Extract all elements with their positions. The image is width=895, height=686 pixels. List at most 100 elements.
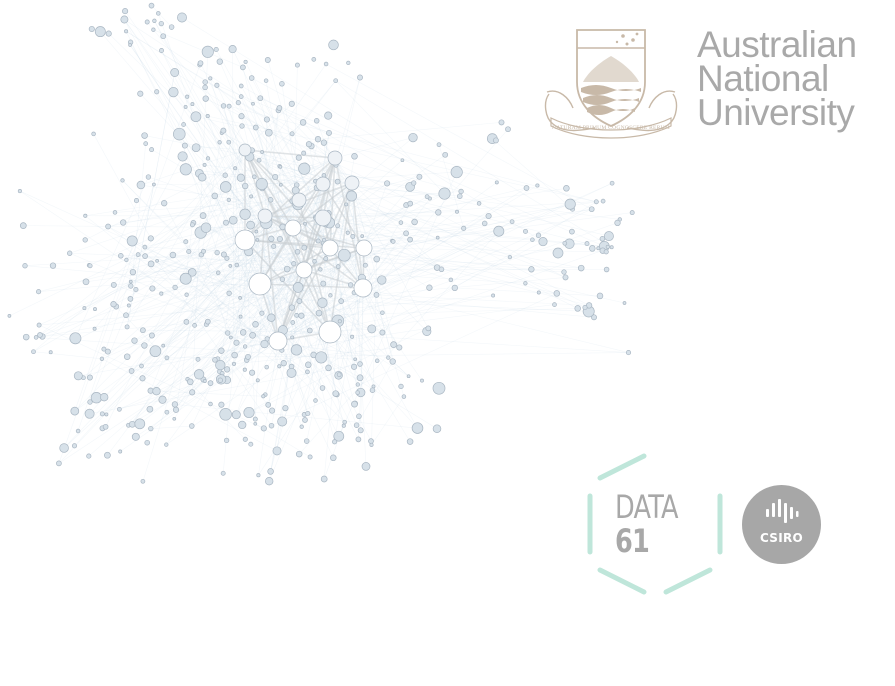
graph-node <box>337 248 351 262</box>
graph-node <box>172 284 178 291</box>
graph-node <box>536 290 541 295</box>
graph-node <box>134 418 146 430</box>
graph-node <box>201 45 214 58</box>
graph-node <box>183 319 190 325</box>
graph-node <box>223 366 231 373</box>
graph-node <box>561 269 567 275</box>
graph-node <box>152 387 161 396</box>
graph-node <box>169 251 177 259</box>
graph-node <box>242 436 248 442</box>
graph-node <box>160 33 167 40</box>
graph-node <box>190 111 202 123</box>
data61-line1: DATA <box>615 488 679 526</box>
graph-node <box>238 314 243 319</box>
graph-node <box>355 382 360 387</box>
graph-node <box>246 220 255 230</box>
graph-node <box>249 331 256 339</box>
graph-node <box>131 337 138 344</box>
graph-node <box>493 225 505 237</box>
graph-node <box>589 245 596 252</box>
graph-node <box>155 258 159 263</box>
graph-node <box>353 357 358 362</box>
graph-node <box>158 395 167 404</box>
graph-node <box>301 150 307 156</box>
graph-node <box>255 177 268 191</box>
graph-node <box>104 348 111 355</box>
graph-node <box>211 192 219 200</box>
graph-node <box>535 232 542 238</box>
graph-node <box>36 289 42 295</box>
graph-node <box>360 234 365 238</box>
graph-node <box>238 94 244 99</box>
graph-node <box>93 307 97 312</box>
graph-node <box>171 401 179 408</box>
graph-node <box>333 430 345 442</box>
graph-node <box>118 253 124 259</box>
graph-node <box>279 223 286 231</box>
graph-node <box>141 132 148 139</box>
graph-node <box>181 142 188 149</box>
graph-node <box>301 244 308 251</box>
graph-node <box>245 353 251 360</box>
graph-node <box>249 369 256 376</box>
csiro-label: CSIRO <box>759 531 804 545</box>
graph-node <box>238 296 242 300</box>
anu-crest-logo: NATURAM PRIMUM COGNOSCERE RERUM <box>544 29 678 139</box>
graph-node <box>202 162 207 167</box>
graph-node <box>505 126 511 133</box>
graph-node <box>314 136 322 143</box>
graph-node <box>406 374 411 379</box>
graph-node <box>94 26 106 38</box>
graph-node <box>188 268 197 277</box>
graph-node <box>164 355 170 361</box>
graph-node <box>17 189 22 194</box>
graph-node <box>102 423 109 430</box>
graph-hub-node <box>248 272 272 296</box>
data61-line2: 61 <box>615 522 650 560</box>
graph-node <box>313 398 318 403</box>
graph-node <box>373 292 380 298</box>
graph-node <box>538 237 548 247</box>
graph-node <box>257 95 264 102</box>
graph-node <box>147 260 155 268</box>
graph-node <box>389 358 396 365</box>
graph-node <box>220 127 227 134</box>
graph-node <box>252 416 258 422</box>
graph-node <box>172 406 180 413</box>
graph-node <box>128 283 134 289</box>
graph-node <box>498 119 505 126</box>
graph-node <box>151 27 156 32</box>
graph-node <box>242 182 249 190</box>
graph-node <box>184 292 189 297</box>
graph-node <box>457 193 463 199</box>
graph-node <box>311 57 317 62</box>
graph-node <box>233 339 240 346</box>
graph-node <box>265 402 272 408</box>
graph-node <box>335 264 341 269</box>
graph-hub-node <box>315 176 331 192</box>
graph-node <box>202 84 208 91</box>
graph-node <box>84 408 95 419</box>
graph-node <box>140 327 146 334</box>
graph-node <box>552 302 557 307</box>
graph-node <box>290 320 296 325</box>
graph-node <box>177 12 187 23</box>
graph-node <box>277 364 282 369</box>
graph-node <box>351 400 358 408</box>
graph-node <box>319 385 326 391</box>
graph-node <box>317 297 328 308</box>
graph-node <box>122 8 129 15</box>
graph-node <box>569 228 575 235</box>
graph-node <box>86 453 92 459</box>
graph-node <box>67 250 73 256</box>
graph-node <box>312 259 317 264</box>
graph-node <box>303 438 310 444</box>
graph-node <box>104 451 111 459</box>
graph-node <box>336 372 342 378</box>
graph-node <box>448 277 454 283</box>
graph-node <box>374 358 380 364</box>
graph-node <box>235 100 241 106</box>
graph-node <box>408 132 418 143</box>
graph-node <box>148 2 155 9</box>
graph-node <box>263 78 269 83</box>
